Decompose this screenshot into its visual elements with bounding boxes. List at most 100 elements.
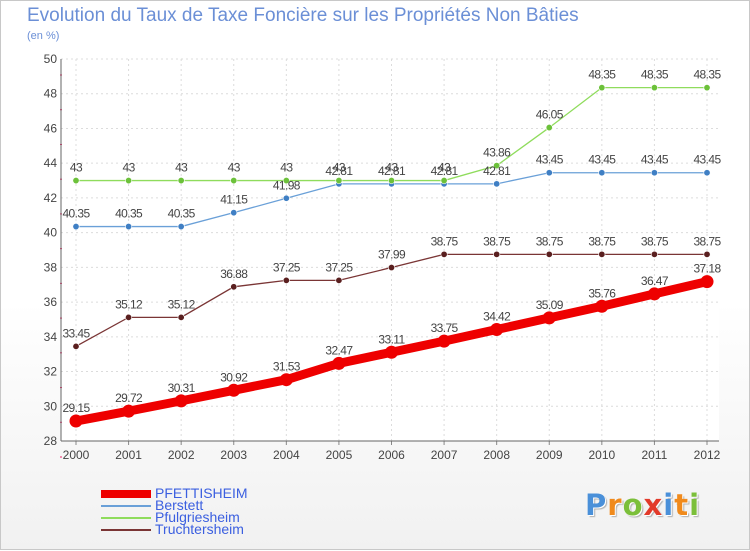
- data-label-truchtersheim: 37.25: [325, 260, 353, 274]
- data-label-pfulgriesheim: 48.35: [693, 68, 721, 82]
- x-tick-label: 2008: [483, 448, 510, 462]
- data-label-truchtersheim: 38.75: [483, 234, 511, 248]
- y-tick-label: 30: [44, 399, 58, 413]
- data-point-truchtersheim: [493, 250, 501, 258]
- data-label-pfettisheim: 33.11: [378, 332, 405, 346]
- data-point-berstett: [598, 169, 606, 177]
- data-label-truchtersheim: 35.12: [168, 297, 196, 311]
- data-label-pfulgriesheim: 43.86: [483, 146, 511, 160]
- data-point-pfulgriesheim: [703, 84, 711, 92]
- data-label-truchtersheim: 35.12: [115, 297, 143, 311]
- legend-swatch: [101, 505, 151, 507]
- data-point-pfulgriesheim: [598, 84, 606, 92]
- x-tick-label: 2002: [168, 448, 195, 462]
- data-label-pfulgriesheim: 43: [228, 161, 241, 175]
- legend-item: Berstett: [101, 498, 321, 512]
- y-tick-label: 42: [44, 191, 58, 205]
- chart-title: Evolution du Taux de Taxe Foncière sur l…: [27, 5, 579, 26]
- x-tick-label: 2006: [378, 448, 405, 462]
- data-point-berstett: [650, 169, 658, 177]
- legend-item: Pfulgriesheim: [101, 509, 321, 525]
- x-tick-label: 2005: [326, 448, 353, 462]
- x-tick-label: 2007: [431, 448, 458, 462]
- data-point-pfulgriesheim: [335, 177, 343, 185]
- data-label-pfulgriesheim: 48.35: [588, 68, 616, 82]
- data-label-truchtersheim: 36.88: [220, 267, 248, 281]
- data-point-berstett: [282, 194, 290, 202]
- data-point-pfettisheim: [174, 394, 188, 408]
- data-point-pfulgriesheim: [177, 177, 185, 185]
- data-point-pfettisheim: [122, 404, 136, 418]
- y-tick-label: 48: [44, 87, 58, 101]
- data-label-truchtersheim: 38.75: [641, 234, 669, 248]
- data-label-truchtersheim: 38.75: [536, 234, 564, 248]
- data-label-pfettisheim: 35.76: [588, 286, 616, 300]
- legend-swatch: [101, 517, 151, 519]
- data-point-pfulgriesheim: [440, 177, 448, 185]
- logo-letter: x: [643, 488, 664, 522]
- data-point-pfettisheim: [385, 345, 398, 359]
- data-label-berstett: 42.81: [431, 164, 459, 178]
- data-label-pfettisheim: 30.31: [168, 381, 196, 395]
- data-point-pfettisheim: [437, 334, 451, 348]
- data-point-pfulgriesheim: [545, 124, 553, 132]
- data-point-truchtersheim: [230, 283, 238, 291]
- logo-letter: i: [663, 488, 675, 522]
- data-label-pfulgriesheim: 46.05: [536, 108, 564, 122]
- data-point-pfettisheim: [227, 383, 241, 397]
- data-label-pfulgriesheim: 43: [175, 161, 188, 175]
- legend-label: Pfulgriesheim: [155, 509, 240, 525]
- data-label-berstett: 42.81: [483, 164, 511, 178]
- data-label-truchtersheim: 38.75: [693, 234, 721, 248]
- data-point-pfettisheim: [700, 275, 714, 289]
- x-tick-label: 2012: [694, 448, 721, 462]
- data-label-berstett: 40.35: [62, 207, 90, 221]
- data-point-berstett: [545, 169, 553, 177]
- logo-letter: r: [607, 488, 623, 522]
- data-label-pfulgriesheim: 43: [280, 161, 293, 175]
- data-point-pfulgriesheim: [650, 84, 658, 92]
- y-axis-unit: (en %): [27, 30, 60, 42]
- data-label-berstett: 43.45: [588, 153, 616, 167]
- x-tick-label: 2010: [588, 448, 615, 462]
- data-label-berstett: 41.98: [273, 178, 301, 192]
- data-point-pfulgriesheim: [282, 177, 290, 185]
- data-label-pfettisheim: 29.15: [62, 401, 90, 415]
- data-point-berstett: [493, 180, 501, 188]
- data-label-berstett: 42.81: [325, 164, 353, 178]
- legend-swatch: [101, 529, 151, 531]
- data-label-pfettisheim: 30.92: [220, 370, 248, 384]
- legend-item: PFETTISHEIM: [101, 486, 321, 500]
- data-point-berstett: [177, 223, 185, 231]
- data-point-truchtersheim: [440, 250, 448, 258]
- y-tick-label: 50: [44, 52, 58, 66]
- data-point-pfulgriesheim: [387, 177, 395, 185]
- y-tick-label: 34: [44, 330, 58, 344]
- data-point-pfulgriesheim: [125, 177, 133, 185]
- data-label-berstett: 43.45: [536, 153, 564, 167]
- y-tick-label: 28: [44, 434, 58, 448]
- data-label-truchtersheim: 37.25: [273, 260, 301, 274]
- legend-label: Truchtersheim: [155, 521, 244, 537]
- x-tick-label: 2003: [220, 448, 247, 462]
- data-point-truchtersheim: [125, 313, 133, 321]
- data-point-truchtersheim: [72, 342, 80, 350]
- y-tick-label: 44: [44, 156, 58, 170]
- data-label-berstett: 43.45: [641, 153, 669, 167]
- y-tick-label: 36: [44, 295, 58, 309]
- x-tick-label: 2001: [115, 448, 142, 462]
- data-point-pfettisheim: [279, 373, 293, 387]
- legend-item: Truchtersheim: [101, 521, 321, 537]
- x-tick-label: 2011: [642, 448, 668, 462]
- data-label-pfulgriesheim: 43: [333, 161, 346, 175]
- data-point-pfulgriesheim: [493, 162, 501, 170]
- data-label-berstett: 43.45: [693, 153, 721, 167]
- y-tick-label: 46: [44, 121, 58, 135]
- data-label-pfulgriesheim: 43: [123, 161, 136, 175]
- data-point-truchtersheim: [598, 250, 606, 258]
- data-label-pfettisheim: 36.47: [641, 274, 669, 288]
- data-label-pfettisheim: 33.75: [431, 321, 459, 335]
- data-label-pfulgriesheim: 43: [70, 161, 83, 175]
- logo-letter: t: [674, 488, 690, 522]
